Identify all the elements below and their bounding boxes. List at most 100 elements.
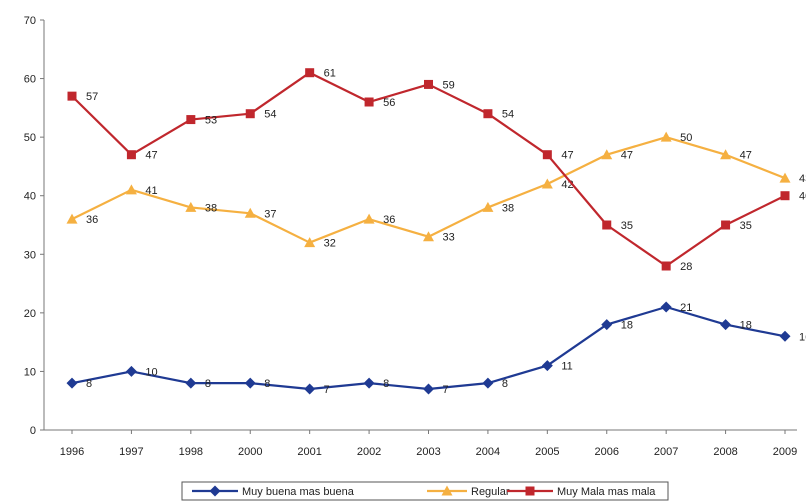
legend-box	[181, 481, 669, 501]
legend-marker	[525, 486, 535, 496]
data-point	[423, 383, 434, 395]
x-tick-label: 2008	[713, 446, 737, 458]
x-tick-label: 1996	[60, 446, 84, 458]
data-point	[661, 261, 671, 271]
data-label: 18	[740, 320, 752, 332]
data-point	[720, 319, 732, 331]
data-label: 57	[86, 91, 98, 103]
data-label: 54	[264, 109, 276, 121]
series-1: 36413837323633384247504743	[66, 131, 806, 250]
data-point	[660, 131, 672, 142]
data-point	[541, 360, 553, 372]
x-tick-label: 2004	[476, 446, 500, 458]
data-label: 35	[740, 220, 752, 232]
legend-item: Muy Mala mas mala	[507, 486, 656, 498]
data-point	[66, 213, 78, 224]
y-tick-label: 30	[24, 249, 36, 261]
x-tick-label: 2009	[773, 446, 797, 458]
data-label: 50	[680, 132, 692, 144]
data-label: 47	[621, 150, 633, 162]
x-tick-label: 2007	[654, 446, 678, 458]
data-label: 41	[145, 185, 157, 197]
series-0: 8 10 8 8 7 8 7 8 11 18 21 18 16	[66, 301, 806, 396]
data-label: 8	[205, 378, 211, 390]
data-label: 7	[324, 384, 330, 396]
data-point	[660, 301, 672, 313]
x-tick-label: 2006	[595, 446, 619, 458]
x-tick-label: 2005	[535, 446, 559, 458]
data-label: 61	[324, 68, 336, 80]
data-label: 36	[383, 214, 395, 226]
legend-marker	[441, 485, 453, 496]
legend-label: Muy Mala mas mala	[557, 486, 656, 498]
data-point	[363, 213, 375, 224]
data-label: 53	[205, 115, 217, 127]
data-point	[125, 365, 137, 377]
legend-item: Muy buena mas buena	[192, 485, 355, 498]
data-label: 8	[86, 378, 92, 390]
y-tick-label: 70	[24, 15, 36, 27]
data-point	[720, 149, 732, 160]
data-label: 32	[324, 238, 336, 250]
y-tick-label: 40	[24, 191, 36, 203]
data-label: 54	[502, 109, 514, 121]
data-label: 56	[383, 97, 395, 109]
legend-label: Regular	[471, 486, 510, 498]
data-label: 28	[680, 261, 692, 273]
series-line	[71, 136, 786, 244]
data-point	[185, 201, 197, 212]
series-layer: 8108878781118211816364138373236333842475…	[66, 68, 806, 396]
data-point	[304, 383, 316, 395]
data-label: 16	[799, 331, 806, 343]
y-tick-label: 0	[30, 425, 36, 437]
data-point	[244, 377, 256, 389]
x-tick-label: 1998	[179, 446, 203, 458]
data-label: 38	[502, 202, 514, 214]
y-tick-label: 50	[24, 132, 36, 144]
data-point	[541, 178, 553, 189]
data-point	[304, 237, 316, 248]
data-label: 37	[264, 208, 276, 220]
data-point	[364, 97, 374, 107]
data-label: 35	[621, 220, 633, 232]
data-point	[245, 109, 255, 119]
data-point	[67, 91, 77, 101]
legend: Muy buena mas buena Regular Muy Mala mas m…	[181, 481, 669, 501]
data-label: 38	[205, 202, 217, 214]
x-tick-label: 2000	[238, 446, 262, 458]
data-point	[186, 115, 196, 125]
data-point	[779, 172, 791, 183]
data-label: 59	[443, 79, 455, 91]
data-label: 11	[561, 361, 572, 373]
series-2: 57 47 53 54 61 56 59 54 47 35 28 35 40	[67, 68, 806, 273]
data-point	[244, 207, 256, 218]
data-point	[423, 231, 434, 242]
y-tick-label: 60	[24, 74, 36, 86]
legend-marker	[209, 485, 221, 497]
data-point	[601, 149, 613, 160]
legend-item: Regular	[427, 485, 510, 498]
data-point	[125, 184, 137, 195]
data-label: 10	[145, 366, 157, 378]
y-axis: 0 10 20 30 40 50 60 70	[24, 15, 45, 437]
data-point	[66, 377, 78, 389]
data-label: 47	[740, 150, 752, 162]
data-point	[305, 68, 315, 78]
data-label: 36	[86, 214, 98, 226]
data-point	[601, 319, 613, 331]
data-label: 8	[502, 378, 508, 390]
y-tick-label: 20	[24, 308, 36, 320]
x-axis: 1996 1997 1998 2000 2001 2002 2003 2004 2005 2006…	[44, 429, 797, 458]
data-label: 7	[443, 384, 449, 396]
data-label: 43	[799, 173, 806, 185]
y-tick-label: 10	[24, 366, 36, 378]
data-point	[780, 191, 790, 201]
data-point	[482, 377, 494, 389]
data-point	[602, 220, 612, 230]
data-point	[483, 109, 493, 119]
data-label: 8	[264, 378, 270, 390]
x-tick-label: 2003	[416, 446, 440, 458]
data-point	[363, 377, 375, 389]
data-label: 47	[145, 150, 157, 162]
